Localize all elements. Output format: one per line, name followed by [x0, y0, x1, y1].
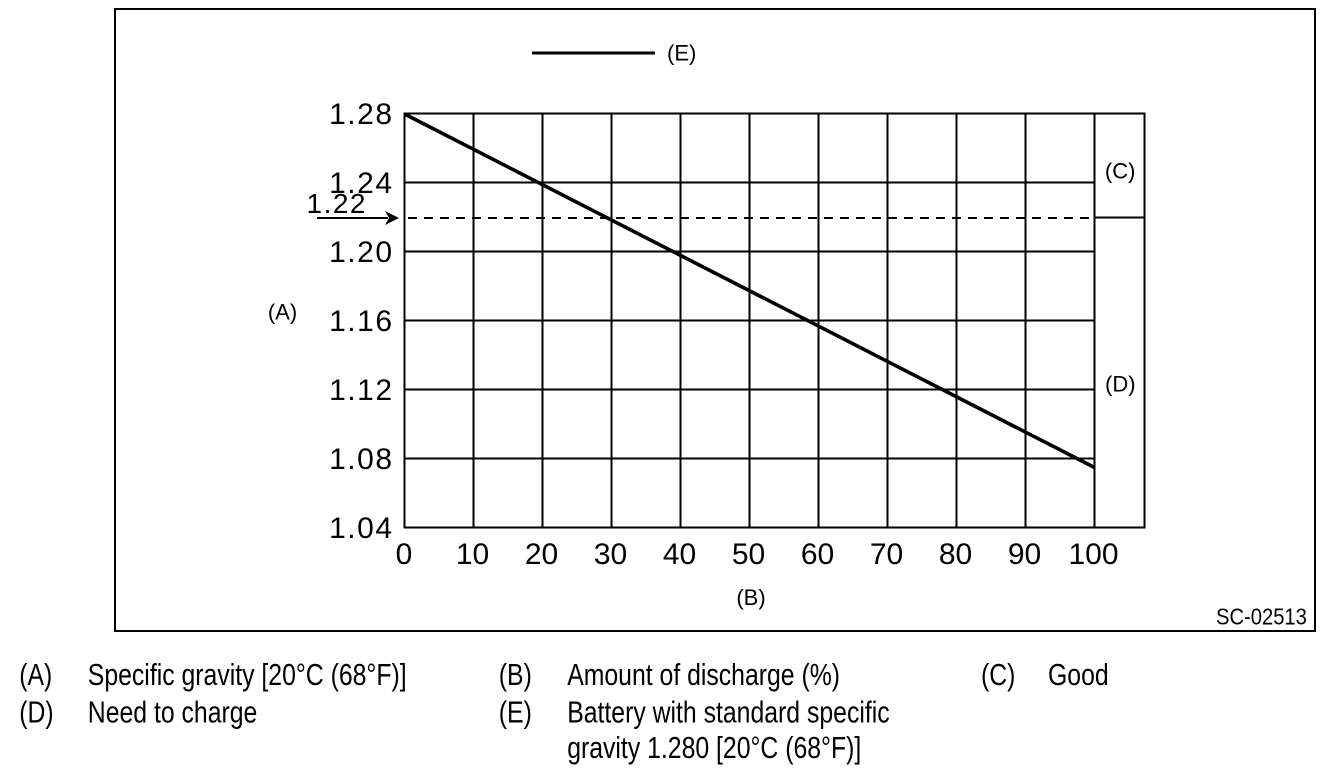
svg-text:(A): (A) [19, 657, 52, 691]
svg-text:0: 0 [396, 538, 413, 571]
svg-text:1.20: 1.20 [329, 236, 393, 269]
svg-text:(E): (E) [499, 695, 532, 729]
svg-text:1.04: 1.04 [329, 512, 393, 545]
svg-text:Good: Good [1048, 657, 1109, 691]
svg-text:gravity 1.280 [20°C (68°F)]: gravity 1.280 [20°C (68°F)] [567, 730, 861, 764]
svg-text:50: 50 [732, 538, 765, 571]
svg-text:1.22: 1.22 [307, 188, 368, 219]
svg-text:(E): (E) [667, 41, 696, 66]
svg-text:10: 10 [456, 538, 489, 571]
svg-text:20: 20 [525, 538, 558, 571]
svg-text:Amount of discharge (%): Amount of discharge (%) [567, 657, 840, 691]
svg-text:100: 100 [1068, 538, 1118, 571]
svg-text:1.08: 1.08 [329, 443, 393, 476]
svg-text:1.28: 1.28 [329, 98, 393, 131]
svg-text:1.16: 1.16 [329, 305, 393, 338]
svg-text:90: 90 [1008, 538, 1041, 571]
svg-text:Need to charge: Need to charge [88, 695, 258, 729]
svg-text:30: 30 [594, 538, 627, 571]
svg-text:40: 40 [663, 538, 696, 571]
svg-text:1.12: 1.12 [329, 374, 393, 407]
svg-text:(C): (C) [981, 657, 1015, 691]
svg-text:Specific gravity [20°C (68°F)]: Specific gravity [20°C (68°F)] [88, 657, 407, 691]
svg-text:(D): (D) [1105, 371, 1136, 396]
svg-text:Battery with standard specific: Battery with standard specific [567, 695, 889, 729]
svg-text:70: 70 [870, 538, 903, 571]
svg-text:(C): (C) [1105, 159, 1136, 184]
svg-text:(A): (A) [268, 299, 297, 324]
svg-text:60: 60 [801, 538, 834, 571]
svg-text:80: 80 [939, 538, 972, 571]
svg-text:SC-02513: SC-02513 [1216, 603, 1307, 630]
svg-text:(B): (B) [736, 585, 765, 610]
svg-text:(B): (B) [499, 657, 532, 691]
svg-text:1.24: 1.24 [329, 167, 393, 200]
svg-text:(D): (D) [19, 695, 53, 729]
